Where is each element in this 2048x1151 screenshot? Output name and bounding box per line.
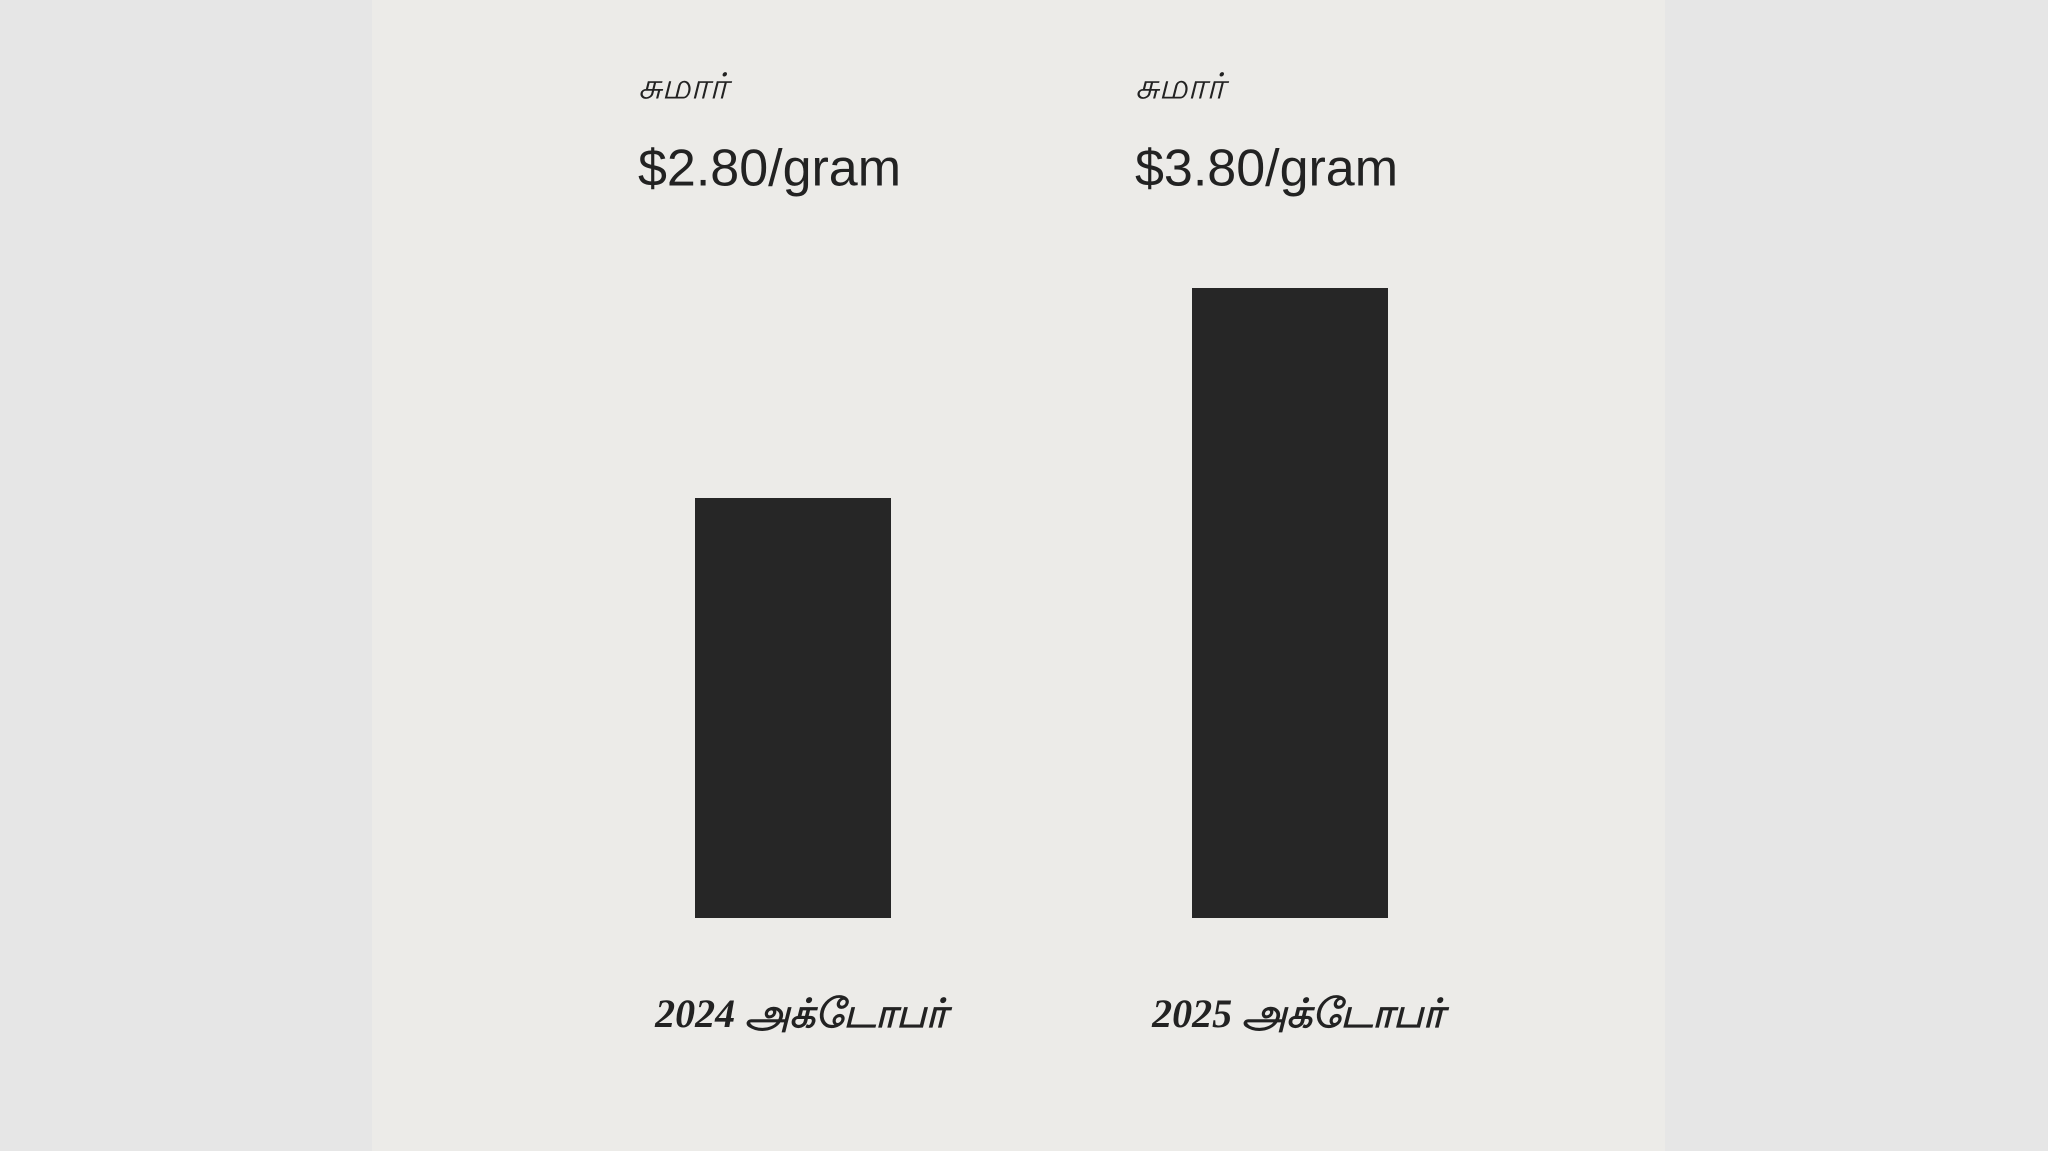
annotation: சுமார் (638, 66, 732, 106)
value-label: $2.80/gram (638, 140, 901, 198)
x-tick-label: 2025 அக்டோபர் (1151, 991, 1450, 1036)
paper (372, 0, 1665, 1151)
bar (695, 498, 891, 918)
annotation: சுமார் (1135, 66, 1229, 106)
value-label: $3.80/gram (1135, 140, 1398, 198)
bar (1192, 288, 1388, 918)
x-tick-label: 2024 அக்டோபர் (654, 991, 953, 1036)
